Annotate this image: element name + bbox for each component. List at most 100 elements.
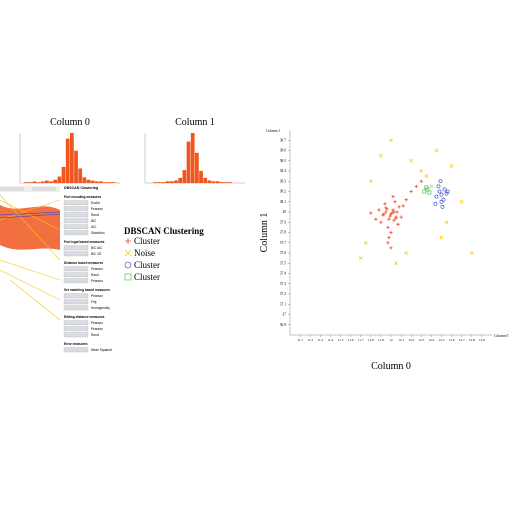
point: [449, 164, 454, 168]
measure-button[interactable]: [63, 299, 89, 305]
y-tick-label: 37.7: [280, 241, 286, 245]
histogram-bar: [78, 168, 83, 183]
point: [397, 205, 401, 209]
measure-button[interactable]: [63, 251, 89, 257]
measure-button[interactable]: [63, 347, 89, 353]
measure-button[interactable]: [63, 218, 89, 224]
histogram-bar: [220, 182, 224, 183]
histogram-bar: [203, 177, 208, 183]
measure-button[interactable]: [63, 278, 89, 284]
x-tick-label: 12.9: [479, 338, 485, 342]
point: [387, 236, 391, 240]
measure-label: Pearson: [91, 327, 103, 331]
measure-button[interactable]: [63, 212, 89, 218]
point: [394, 261, 398, 266]
measure-label: Rand: [91, 273, 99, 277]
point: [444, 220, 449, 225]
measure-label: AIC: [91, 225, 97, 229]
point: [382, 212, 386, 216]
point: [434, 194, 439, 199]
y-corner-label: Column 1: [266, 129, 280, 133]
point: [425, 187, 430, 192]
y-tick-label: 37.8: [280, 231, 286, 235]
measure-button[interactable]: [63, 206, 89, 212]
point: [427, 190, 432, 195]
point: [422, 189, 427, 194]
header-box[interactable]: [32, 187, 56, 191]
measure-button[interactable]: [63, 326, 89, 332]
point: [395, 210, 399, 214]
panel-title: DBSCAN Clustering: [64, 186, 98, 190]
x-tick-label: 12.6: [449, 338, 455, 342]
point: [440, 204, 445, 209]
measure-button[interactable]: [63, 305, 89, 311]
point: [383, 202, 387, 206]
point: [433, 201, 438, 206]
measure-button[interactable]: [63, 320, 89, 326]
section-title: Set matching based measures: [64, 288, 110, 292]
histogram-bar: [53, 179, 58, 183]
legend-label: Cluster: [134, 236, 160, 246]
header-box[interactable]: [0, 187, 24, 191]
measure-label: Homogeneity: [91, 306, 110, 310]
histogram-bar: [170, 181, 174, 183]
histogram-bar: [174, 180, 178, 183]
section-title: Error measures: [64, 342, 88, 346]
point: [444, 191, 449, 196]
point: [404, 251, 408, 255]
x-corner-label: Column 0: [494, 334, 508, 338]
axis-header: [0, 186, 60, 192]
measure-label: Mean Squared: [91, 348, 112, 352]
y-axis-label: Column 1: [259, 213, 270, 253]
histogram-bar: [74, 150, 78, 183]
histogram-bar: [86, 179, 91, 183]
measure-button[interactable]: [63, 200, 89, 206]
histogram-bar: [32, 181, 37, 183]
x-tick-label: 11.9: [378, 338, 384, 342]
measure-button[interactable]: [63, 266, 89, 272]
cluster-lines: [0, 211, 61, 219]
histogram-bar: [211, 181, 216, 183]
point: [374, 217, 378, 221]
histogram-bar: [224, 182, 228, 183]
x-tick-label: 12.4: [428, 338, 434, 342]
section-title: Distance based measures: [64, 261, 103, 265]
histogram-bar: [99, 181, 103, 183]
section-title: Port encoding measures: [64, 195, 101, 199]
y-tick-label: 37.6: [280, 251, 286, 255]
y-tick-label: 37.2: [280, 292, 286, 296]
measure-button[interactable]: [63, 293, 89, 299]
point: [445, 189, 450, 194]
histogram-bar: [195, 152, 199, 183]
x-tick-label: 12.5: [439, 338, 445, 342]
histogram-bar: [199, 170, 203, 183]
histogram-title: Column 1: [175, 117, 215, 128]
histogram-bar: [190, 133, 195, 183]
point: [379, 153, 383, 158]
point: [392, 210, 396, 214]
point: [389, 230, 393, 235]
y-tick-label: 37.1: [280, 302, 286, 306]
histogram-bar: [153, 182, 158, 183]
measure-button[interactable]: [63, 224, 89, 230]
point: [399, 215, 403, 219]
measure-button[interactable]: [63, 332, 89, 338]
y-tick-label: 37: [282, 313, 286, 317]
point: [401, 204, 405, 208]
histogram-bar: [24, 182, 28, 183]
point: [387, 217, 391, 221]
measure-button[interactable]: [63, 245, 89, 251]
point: [389, 138, 393, 143]
histogram-bar: [49, 181, 53, 183]
measure-button[interactable]: [63, 272, 89, 278]
y-tick-label: 38.1: [280, 200, 286, 204]
histogram-bar: [70, 133, 74, 183]
point: [424, 185, 429, 190]
histogram-bar: [228, 182, 233, 183]
measure-button[interactable]: [63, 230, 89, 236]
x-tick-label: 11.5: [338, 338, 344, 342]
histogram-title: Column 0: [50, 117, 90, 128]
point: [439, 235, 444, 240]
measure-label: BIC: [91, 219, 97, 223]
histogram-bar: [207, 180, 212, 183]
